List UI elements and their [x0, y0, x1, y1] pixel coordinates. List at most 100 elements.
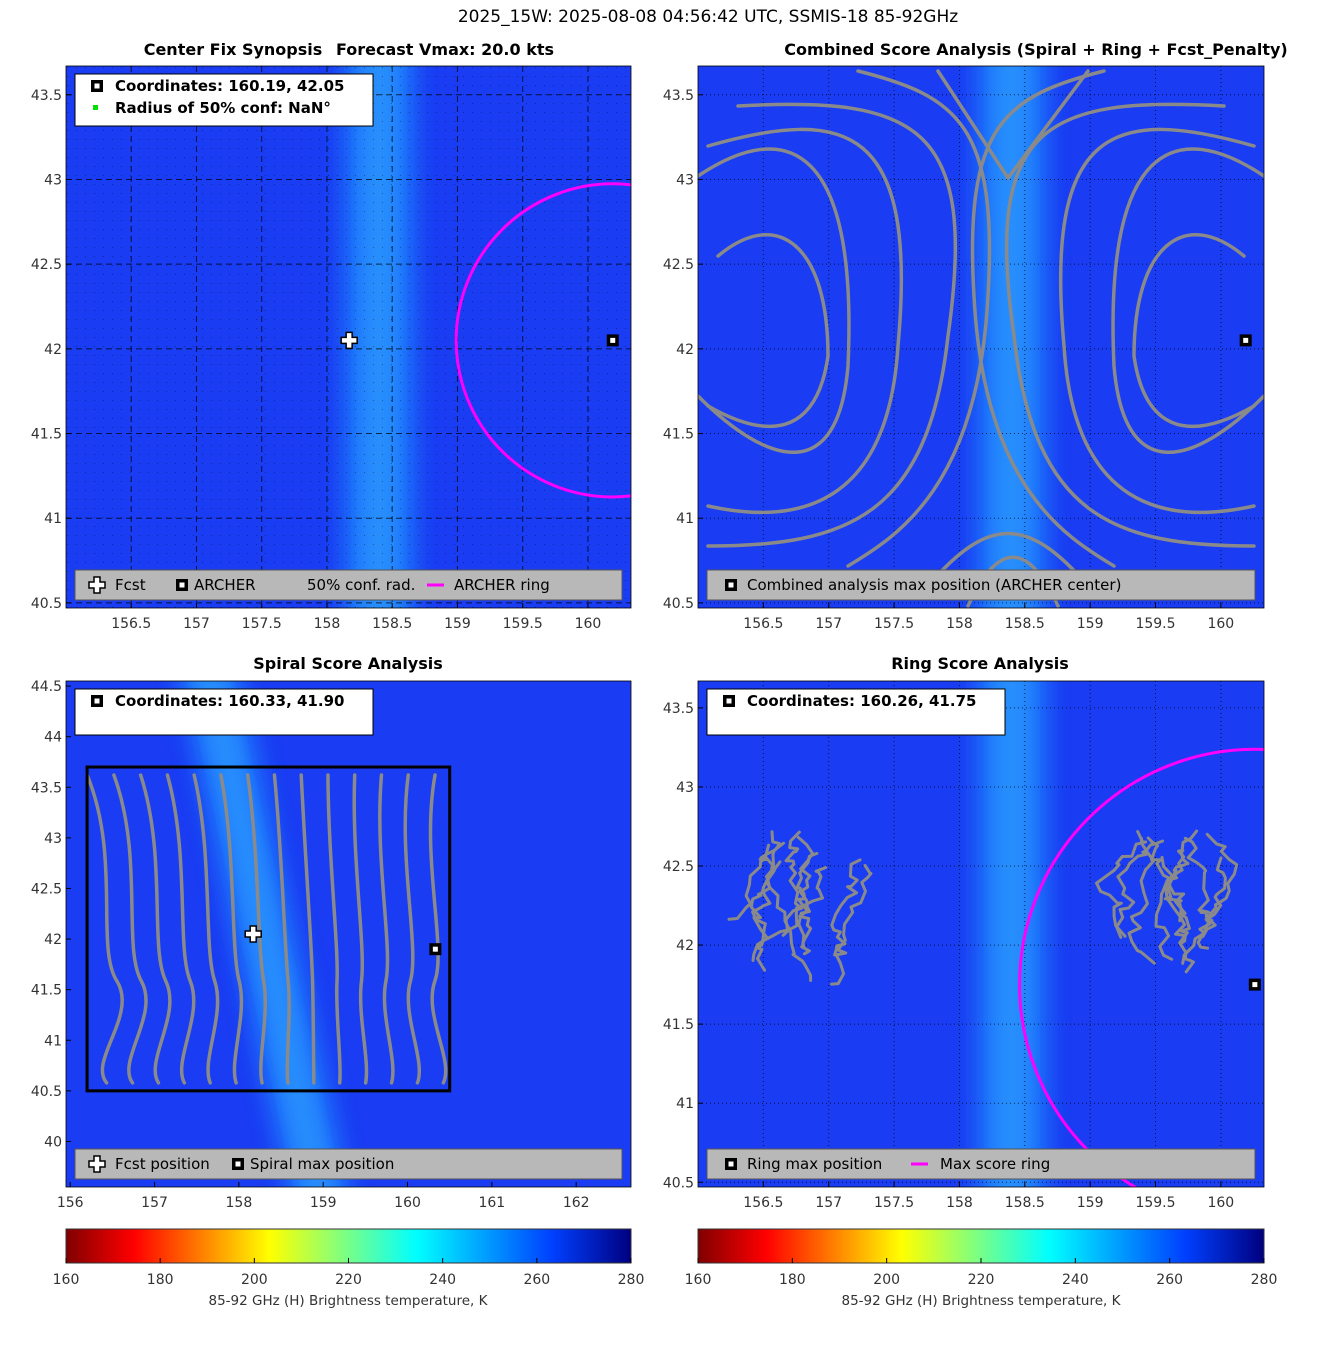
plot-area: 156.5 157 157.5 158 158.5 159 159.5 160 40.5 41 41… [663, 65, 1265, 632]
y-tick-label: 41.5 [663, 1017, 694, 1033]
info-line: Coordinates: 160.26, 41.75 [747, 692, 976, 710]
x-tick-label: 156 [57, 1195, 84, 1211]
y-tick-label: 40.5 [31, 596, 62, 612]
plot-clip-group [698, 66, 1264, 608]
x-tick-label: 158.5 [1005, 616, 1045, 632]
colorbar-tick-label: 240 [1062, 1272, 1089, 1288]
x-tick-label: 162 [563, 1195, 590, 1211]
score-contour [1004, 102, 1256, 548]
spiral-legend-icon-core [235, 1161, 241, 1167]
x-tick-label: 159 [444, 616, 471, 632]
score-contour [846, 69, 992, 568]
legend-label: Max score ring [940, 1155, 1050, 1173]
colorbar-tick-label: 260 [1156, 1272, 1183, 1288]
tb-warm-core [997, 66, 1026, 608]
y-tick-label: 42.5 [31, 257, 62, 273]
center-marker-core [1252, 982, 1258, 988]
legend-box [706, 569, 1256, 601]
score-contour [936, 69, 1090, 180]
panel-title: Spiral Score Analysis [253, 654, 443, 673]
x-tick-label: 158 [314, 616, 341, 632]
x-tick-label: 157 [815, 1195, 842, 1211]
fcst-marker [244, 925, 262, 943]
x-tick-label: 161 [478, 1195, 505, 1211]
colorbar-ticks: 160 180 200 220 240 260 280 [685, 1258, 1278, 1288]
plot-frame [697, 65, 1265, 609]
x-tick-label: 158 [946, 616, 973, 632]
x-tick-label: 156.5 [111, 616, 151, 632]
score-contour [706, 102, 958, 548]
ring-contour [749, 843, 775, 941]
x-tick-label: 157.5 [242, 616, 282, 632]
colorbar-tick-label: 200 [873, 1272, 900, 1288]
ring-contour [796, 835, 814, 956]
y-tick-label: 42 [44, 932, 62, 948]
ring-contour [751, 866, 828, 962]
y-tick-label: 44.5 [31, 679, 62, 695]
ring-contour [1127, 836, 1156, 965]
x-tick-label: 157.5 [874, 616, 914, 632]
legend-label: Spiral max position [250, 1155, 394, 1173]
x-tick-label: 158.5 [372, 616, 412, 632]
colorbar-tick-label: 280 [618, 1272, 645, 1288]
spiral-contour [112, 773, 148, 1085]
colorbar-tick-label: 200 [241, 1272, 268, 1288]
y-tick-label: 42 [676, 938, 694, 954]
info-box [74, 688, 374, 736]
ring-contour [781, 830, 803, 937]
legend-label: Combined analysis max position (ARCHER c… [747, 576, 1121, 594]
ring-contour [1154, 849, 1186, 961]
archer-ring [454, 182, 631, 499]
x-tick-label: 160 [1207, 1195, 1234, 1211]
panel-ring-score: Ring Score Analysis 156.5 157 157.5 158 158.… [663, 654, 1265, 1211]
ring-max-legend-icon-core [728, 1161, 734, 1167]
y-tick-label: 41 [676, 1096, 694, 1112]
panel-title-left: Center Fix Synopsis [144, 40, 323, 59]
score-contour [706, 127, 904, 515]
x-tick-label: 159 [310, 1195, 337, 1211]
y-tick-label: 43 [44, 831, 62, 847]
y-tick-label: 42.5 [31, 881, 62, 897]
x-tick-label: 157 [183, 616, 210, 632]
panel-combined-score: Combined Score Analysis (Spiral + Ring +… [663, 40, 1288, 632]
y-tick-label: 43 [44, 172, 62, 188]
panel-title: Ring Score Analysis [891, 654, 1069, 673]
score-contour [926, 531, 1090, 588]
spiral-contour [219, 773, 244, 1085]
colorbar-label: 85-92 GHz (H) Brightness temperature, K [209, 1293, 489, 1309]
info-line: Radius of 50% conf: NaN° [115, 99, 331, 117]
panel-title: Combined Score Analysis (Spiral + Ring +… [784, 40, 1287, 59]
y-tick-label: 40.5 [31, 1084, 62, 1100]
colorbar-gradient [697, 1228, 1265, 1264]
legend-box [74, 1148, 623, 1180]
colorbar-tick-label: 280 [1251, 1272, 1278, 1288]
score-contour [970, 69, 1116, 568]
colorbar-tick-label: 260 [523, 1272, 550, 1288]
info-square-icon-core [94, 698, 100, 704]
archer-ring [1018, 747, 1264, 1187]
x-tick-label: 159.5 [1135, 616, 1175, 632]
x-tick-label: 160 [1207, 616, 1234, 632]
colorbar-left: 160 180 200 220 240 260 280 85-92 GHz (H) Brig… [53, 1228, 645, 1309]
colorbar-label: 85-92 GHz (H) Brightness temperature, K [842, 1293, 1122, 1309]
colorbar-ticks: 160 180 200 220 240 260 280 [53, 1258, 645, 1288]
ring-contour [1181, 856, 1227, 965]
info-box [74, 73, 374, 127]
center-marker-core [610, 337, 616, 343]
score-contour [698, 147, 851, 454]
y-tick-label: 40.5 [663, 596, 694, 612]
y-tick-label: 42.5 [663, 257, 694, 273]
x-tick-label: 158.5 [1005, 1195, 1045, 1211]
x-tick-label: 159.5 [503, 616, 543, 632]
colorbar-tick-label: 180 [779, 1272, 806, 1288]
figure-title: 2025_15W: 2025-08-08 04:56:42 UTC, SSMIS… [458, 7, 958, 27]
legend-box [706, 1148, 1256, 1180]
colorbar-tick-label: 220 [335, 1272, 362, 1288]
x-tick-label: 157 [815, 616, 842, 632]
x-tick-label: 157.5 [874, 1195, 914, 1211]
info-box [706, 688, 1006, 736]
legend-label: ARCHER ring [454, 576, 550, 594]
y-tick-label: 42 [44, 342, 62, 358]
ring-contour [830, 863, 873, 986]
